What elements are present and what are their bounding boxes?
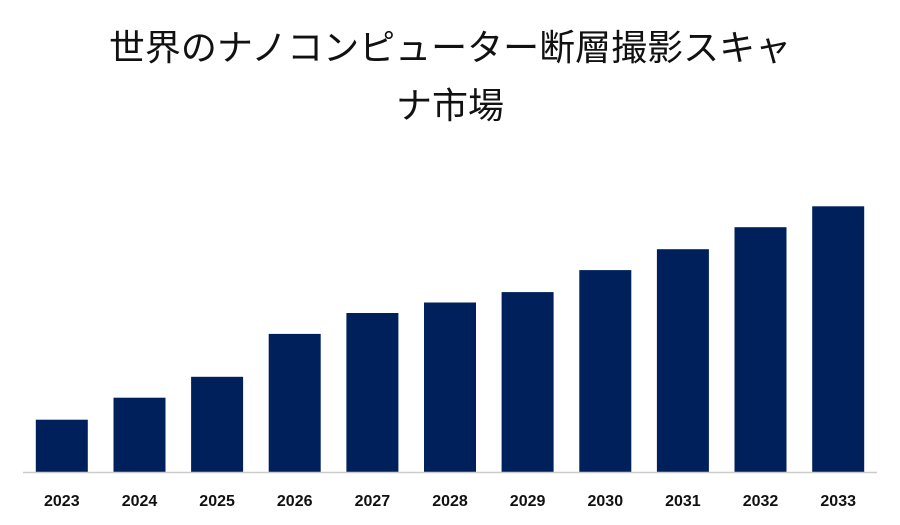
bar-2031 [656, 249, 709, 472]
x-tick-label-2023: 2023 [44, 493, 80, 510]
x-tick-label-2026: 2026 [277, 493, 313, 510]
x-tick-label-2025: 2025 [199, 493, 235, 510]
x-tick-label-2030: 2030 [588, 493, 624, 510]
x-tick-label-2024: 2024 [122, 493, 158, 510]
chart-title-line-2: ナ市場 [395, 86, 504, 127]
bar-2026 [268, 333, 321, 472]
bar-2029 [501, 292, 554, 472]
x-tick-label-2032: 2032 [743, 493, 779, 510]
x-tick-label-2029: 2029 [510, 493, 546, 510]
chart-title-line-1: 世界のナノコンピューター断層撮影スキャ [108, 28, 792, 69]
bar-2032 [734, 227, 787, 472]
bar-2033 [812, 206, 865, 473]
chart-title: 世界のナノコンピューター断層撮影スキャ ナ市場 [0, 20, 900, 136]
bar-group [35, 206, 865, 473]
x-tick-labels: 2023 2024 2025 2026 2027 2028 2029 2030 2031 2032… [44, 493, 856, 510]
bar-2027 [346, 313, 399, 472]
x-tick-label-2028: 2028 [432, 493, 468, 510]
x-tick-label-2031: 2031 [665, 493, 701, 510]
bar-2025 [191, 376, 244, 472]
bar-2024 [113, 397, 166, 472]
bar-2023 [35, 419, 88, 472]
bar-2030 [579, 270, 632, 472]
x-tick-label-2033: 2033 [820, 493, 856, 510]
x-tick-label-2027: 2027 [355, 493, 391, 510]
bar-2028 [424, 302, 476, 472]
